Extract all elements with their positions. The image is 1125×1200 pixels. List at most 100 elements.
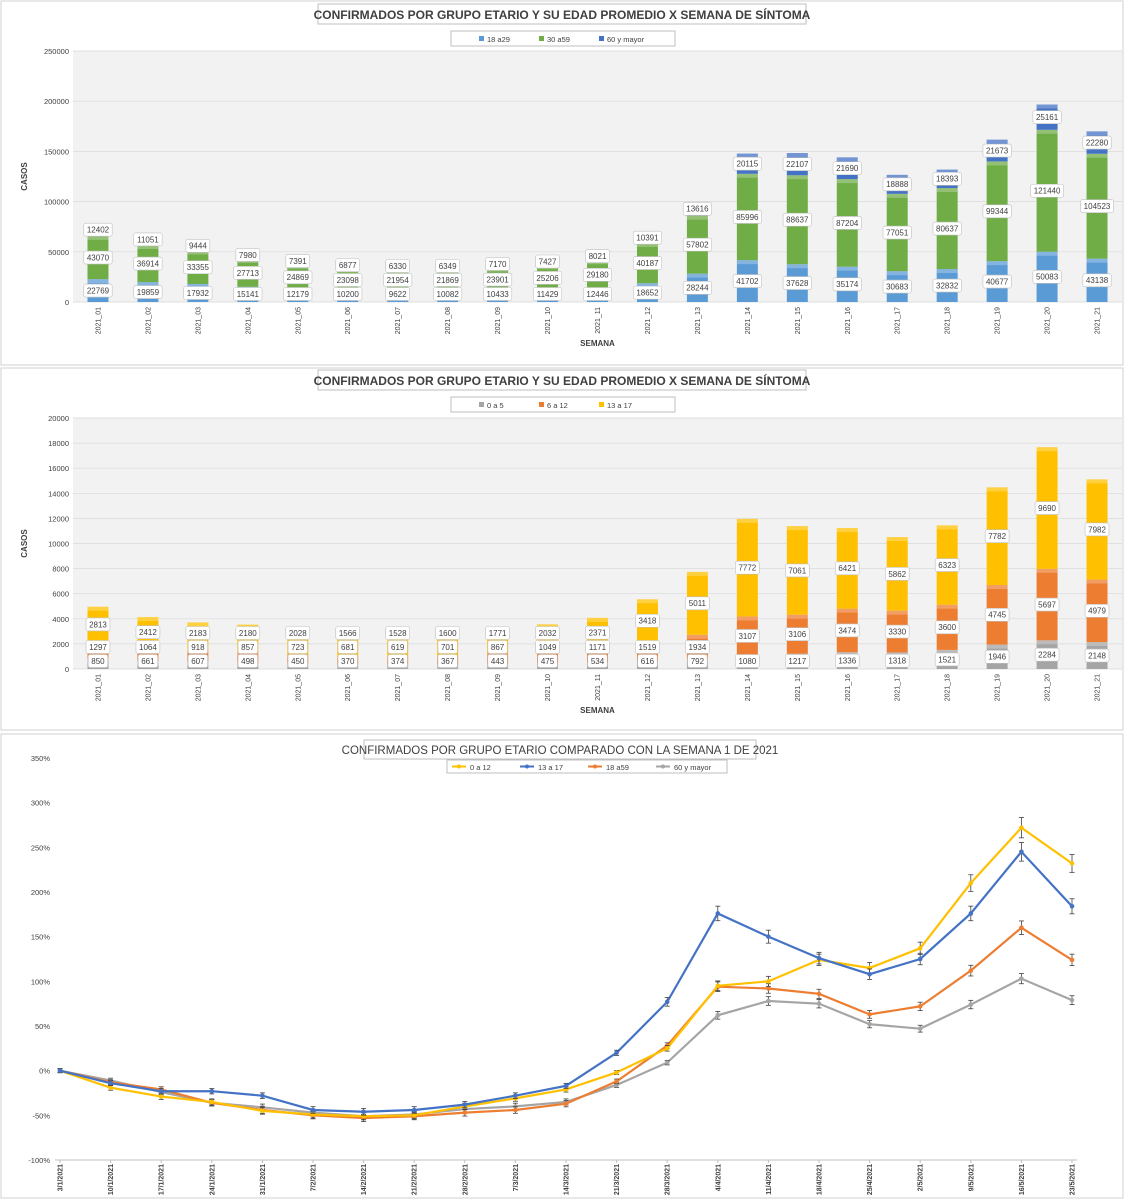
x-tick-label: 24/1/2021 bbox=[209, 1164, 216, 1195]
y-tick-label: 50000 bbox=[48, 248, 69, 257]
data-label: 7061 bbox=[788, 566, 806, 575]
data-label: 87204 bbox=[836, 219, 859, 228]
x-tick-label: 2021_18 bbox=[945, 307, 952, 334]
legend-label-2: 18 a59 bbox=[606, 763, 629, 772]
legend-label-1: 6 a 12 bbox=[547, 401, 568, 410]
data-point bbox=[260, 1108, 265, 1114]
x-tick-label: 2021_06 bbox=[345, 674, 352, 701]
x-tick-label: 14/3/2021 bbox=[564, 1164, 571, 1195]
y-axis-label: CASOS bbox=[20, 162, 29, 191]
bar-highlight bbox=[886, 174, 908, 179]
bar-highlight bbox=[836, 528, 858, 533]
x-tick-label: 2021_18 bbox=[945, 674, 952, 701]
data-label-box bbox=[932, 221, 962, 236]
stacked-bar-chart-minors: CONFIRMADOS POR GRUPO ETARIO Y SU EDAD P… bbox=[0, 367, 1124, 731]
data-point bbox=[614, 1050, 619, 1056]
legend-label-1: 13 a 17 bbox=[538, 763, 563, 772]
y-tick-label: 250000 bbox=[44, 47, 69, 56]
bar-highlight bbox=[836, 266, 858, 271]
data-label-box bbox=[483, 272, 513, 287]
data-label-box bbox=[687, 654, 708, 668]
data-label-box bbox=[187, 640, 208, 654]
data-label-box bbox=[637, 654, 658, 668]
data-point bbox=[715, 1012, 721, 1018]
data-label: 50083 bbox=[1036, 273, 1059, 282]
data-label-box bbox=[934, 620, 960, 635]
data-label-box bbox=[1084, 603, 1110, 618]
data-label: 18652 bbox=[636, 289, 659, 298]
data-point bbox=[614, 1070, 619, 1075]
data-point bbox=[917, 945, 923, 951]
x-tick-label: 2/5/2021 bbox=[918, 1164, 925, 1191]
data-point bbox=[715, 983, 721, 989]
data-point bbox=[867, 971, 872, 977]
data-label: 41702 bbox=[736, 277, 759, 286]
line-chart-comparison: CONFIRMADOS POR GRUPO ETARIO COMPARADO C… bbox=[0, 733, 1124, 1199]
data-label: 1217 bbox=[788, 657, 806, 666]
data-label: 23901 bbox=[486, 275, 509, 284]
data-label-box bbox=[835, 653, 860, 668]
data-label: 18393 bbox=[936, 175, 959, 184]
data-label: 28244 bbox=[686, 284, 709, 293]
data-label-box bbox=[632, 230, 662, 245]
data-label: 1946 bbox=[988, 653, 1006, 662]
data-point bbox=[867, 1021, 872, 1027]
bar-highlight bbox=[886, 193, 908, 198]
data-label-box bbox=[1084, 648, 1110, 663]
data-label-box bbox=[483, 287, 513, 301]
y-tick-label: -100% bbox=[28, 1156, 50, 1165]
data-label: 21673 bbox=[986, 146, 1009, 155]
data-point bbox=[209, 1099, 215, 1105]
y-tick-label: 2000 bbox=[52, 640, 69, 649]
data-label: 7427 bbox=[539, 257, 557, 266]
data-point bbox=[1069, 861, 1075, 866]
x-tick-label: 2021_16 bbox=[845, 307, 852, 334]
y-tick-label: 20000 bbox=[48, 414, 69, 423]
data-label-box bbox=[1034, 501, 1060, 515]
chart-title-box bbox=[317, 369, 807, 391]
x-tick-label: 2021_17 bbox=[895, 674, 902, 701]
data-point bbox=[158, 1094, 164, 1099]
data-label: 88637 bbox=[786, 216, 809, 225]
x-tick-label: 2021_11 bbox=[595, 307, 602, 334]
data-point bbox=[462, 1110, 468, 1115]
data-point bbox=[766, 934, 771, 939]
bar-highlight bbox=[986, 644, 1008, 649]
data-label: 2148 bbox=[1088, 651, 1106, 660]
data-point bbox=[816, 955, 822, 961]
chart-frame bbox=[0, 733, 1124, 1199]
data-point bbox=[917, 956, 923, 962]
data-label: 1521 bbox=[938, 655, 956, 664]
stacked-bar-chart-adults: CONFIRMADOS POR GRUPO ETARIO Y SU EDAD P… bbox=[0, 0, 1124, 366]
data-label: 13616 bbox=[686, 205, 709, 214]
legend-label-1: 30 a59 bbox=[547, 35, 570, 44]
data-label-box bbox=[585, 640, 610, 654]
data-label-box bbox=[682, 281, 712, 295]
data-label-box bbox=[83, 283, 113, 298]
data-label-box bbox=[835, 623, 860, 638]
bar-highlight bbox=[936, 188, 958, 193]
x-tick-label: 2021_15 bbox=[795, 674, 802, 701]
x-axis-label: SEMANA bbox=[580, 706, 615, 715]
bar-highlight bbox=[87, 279, 109, 284]
bar-highlight bbox=[1086, 579, 1108, 584]
data-label-box bbox=[1080, 199, 1114, 214]
legend-marker-2 bbox=[593, 764, 597, 769]
data-label: 22107 bbox=[786, 160, 809, 169]
x-tick-label: 2021_14 bbox=[745, 307, 752, 334]
data-label: 43138 bbox=[1086, 276, 1109, 285]
y-tick-label: 100000 bbox=[44, 198, 69, 207]
legend-marker-0 bbox=[457, 764, 461, 769]
bar-highlight bbox=[936, 649, 958, 654]
data-label-box bbox=[185, 238, 211, 253]
data-point bbox=[310, 1107, 316, 1113]
data-label-box bbox=[337, 654, 358, 668]
x-tick-label: 2021_05 bbox=[295, 307, 302, 334]
data-point bbox=[968, 880, 974, 886]
data-label-box bbox=[135, 625, 161, 640]
data-label-box bbox=[485, 626, 510, 640]
legend-label-0: 0 a 5 bbox=[487, 401, 504, 410]
legend-swatch-0 bbox=[479, 36, 484, 41]
data-label-box bbox=[732, 210, 762, 224]
data-label: 723 bbox=[291, 643, 305, 652]
